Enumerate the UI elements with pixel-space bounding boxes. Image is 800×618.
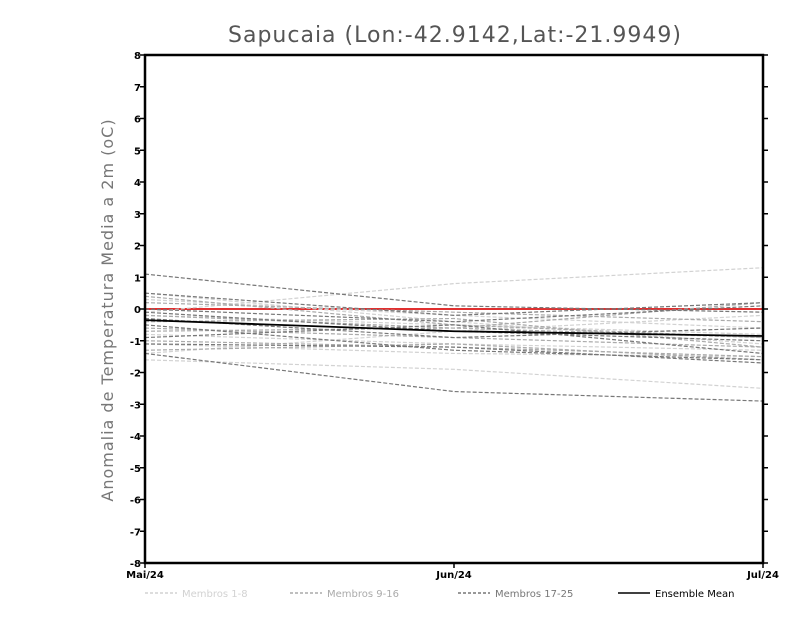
x-ticks: Mai/24 Jun/24 Jul/24: [126, 563, 779, 581]
y-tick-label: -1: [130, 337, 141, 348]
member-series-line: [144, 327, 764, 339]
legend: Membros 1-8 Membros 9-16 Membros 17-25 Ense…: [145, 589, 734, 600]
legend-label: Membros 1-8: [182, 589, 248, 600]
y-tick-label: 1: [134, 273, 141, 284]
member-series-line: [144, 343, 764, 364]
series-layer: [144, 267, 764, 402]
y-tick-label: 6: [134, 115, 141, 126]
x-tick-label: Jul/24: [746, 570, 779, 581]
chart-title: Sapucaia (Lon:-42.9142,Lat:-21.9949): [228, 23, 682, 48]
ensemble-mean-line: [144, 319, 764, 337]
member-series-line: [144, 317, 764, 348]
y-axis-label: Anomalia de Temperatura Media a 2m (oC): [98, 118, 117, 501]
member-series-line: [144, 292, 764, 316]
y-tick-label: 5: [134, 146, 141, 157]
ensemble-mean-layer: [144, 319, 764, 337]
y-tick-label: -2: [130, 369, 141, 380]
member-series-line: [144, 305, 764, 323]
x-tick-label: Jun/24: [435, 570, 472, 581]
legend-label: Membros 9-16: [327, 589, 399, 600]
member-series-line: [144, 273, 764, 313]
y-tick-label: -8: [130, 559, 141, 570]
member-series-line: [144, 343, 764, 361]
legend-label: Ensemble Mean: [655, 589, 734, 600]
y-tick-label: 7: [134, 83, 141, 94]
legend-label: Membros 17-25: [495, 589, 573, 600]
y-tick-label: 2: [134, 242, 141, 253]
member-series-line: [144, 311, 764, 342]
y-tick-label: 3: [134, 210, 141, 221]
x-tick-label: Mai/24: [126, 570, 164, 581]
y-tick-label: 4: [134, 178, 141, 189]
y-tick-label: -7: [130, 527, 141, 538]
member-series-line: [144, 317, 764, 339]
member-series-line: [144, 343, 764, 358]
y-tick-label: 8: [134, 51, 141, 62]
member-series-line: [144, 292, 764, 345]
y-tick-label: -3: [130, 400, 141, 411]
member-series-line: [144, 352, 764, 402]
y-ticks: 8 7 6 5 4 3 2 1 0 -1 -2 -3 -4 -5 -6 -7 -8: [130, 51, 768, 570]
member-series-line: [144, 359, 764, 389]
y-tick-label: -6: [130, 496, 141, 507]
y-tick-label: -5: [130, 464, 141, 475]
y-tick-label: -4: [130, 432, 141, 443]
member-series-line: [144, 324, 764, 355]
member-series-line: [144, 324, 764, 361]
member-series-line: [144, 302, 764, 323]
y-tick-label: 0: [134, 305, 141, 316]
